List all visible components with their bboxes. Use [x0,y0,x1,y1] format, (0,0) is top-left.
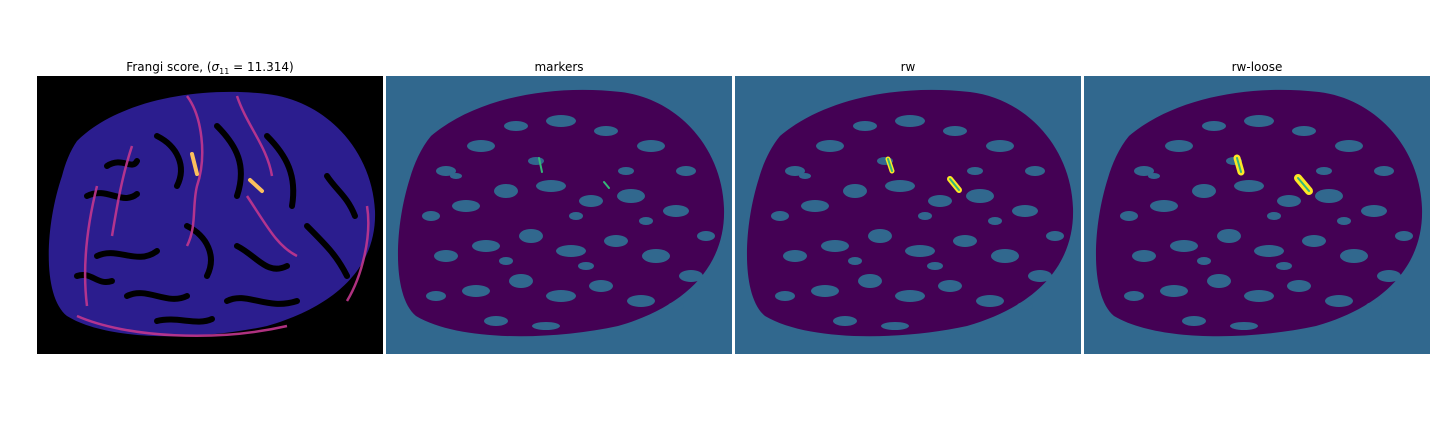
markers-image [386,76,732,354]
rw-loose-image [1084,76,1430,354]
panel-title-rw: rw [900,60,916,74]
panel-title-frangi: Frangi score, (σ11 = 11.314) [126,60,294,76]
panel-title-markers: markers [534,60,584,74]
frangi-score-image [37,76,383,354]
rw-image [735,76,1081,354]
panel-title-rw-loose: rw-loose [1231,60,1283,74]
